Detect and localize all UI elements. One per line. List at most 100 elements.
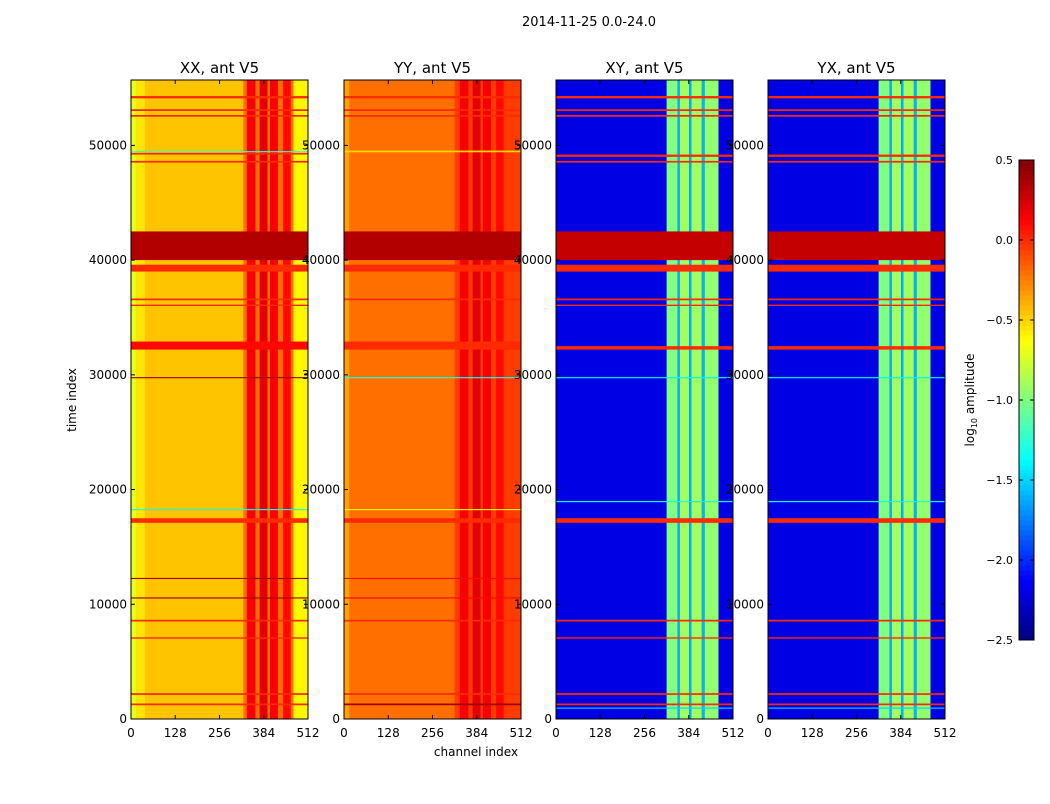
colorbar-segment (1019, 350, 1034, 356)
heatmap-row-band (556, 96, 733, 99)
colorbar-tick-label: −2.5 (986, 634, 1013, 647)
heatmap-row-band (131, 298, 308, 301)
colorbar-segment (1019, 470, 1034, 476)
colorbar-segment (1019, 400, 1034, 406)
heatmap-row-band (768, 109, 945, 111)
y-tick-label: 40000 (726, 253, 764, 267)
heatmap-row-band (768, 304, 945, 307)
colorbar-segment (1019, 365, 1034, 371)
colorbar-segment (1019, 480, 1034, 486)
heatmap-row-band (344, 150, 521, 153)
y-tick-label: 0 (119, 712, 127, 726)
heatmap-row-band (131, 160, 308, 163)
y-tick-label: 40000 (89, 253, 127, 267)
colorbar-segment (1019, 220, 1034, 226)
heatmap-column-band (903, 80, 914, 719)
heatmap-row-band (768, 231, 945, 261)
heatmap-row-band (768, 619, 945, 622)
heatmap-column-band (889, 80, 892, 719)
colorbar-segment (1019, 495, 1034, 501)
colorbar-segment (1019, 335, 1034, 341)
heatmap-column-band (246, 80, 256, 719)
colorbar-segment (1019, 535, 1034, 541)
heatmap-row-band (131, 703, 308, 706)
heatmap-row-band (131, 518, 308, 523)
heatmap-column-band (916, 80, 931, 719)
y-tick-label: 40000 (302, 253, 340, 267)
heatmap-row-band (556, 637, 733, 639)
colorbar-segment (1019, 180, 1034, 186)
heatmap-row-band (131, 619, 308, 622)
figure-title: 2014-11-25 0.0-24.0 (522, 15, 656, 30)
y-tick-label: 10000 (514, 597, 552, 611)
y-tick-label: 10000 (89, 597, 127, 611)
heatmap-row-band (556, 518, 733, 523)
heatmap-row-band (768, 346, 945, 350)
colorbar-segment (1019, 215, 1034, 221)
colorbar-segment (1019, 565, 1034, 571)
x-tick-label: 128 (801, 726, 824, 740)
heatmap-row-band (131, 377, 308, 379)
heatmap-column-band (666, 80, 678, 719)
colorbar-segment (1019, 515, 1034, 521)
y-tick-label: 50000 (89, 138, 127, 152)
heatmap-column-band (344, 80, 350, 719)
colorbar-segment (1019, 160, 1034, 166)
heatmap-row-band (344, 577, 521, 580)
colorbar-segment (1019, 315, 1034, 321)
x-tick-label: 512 (934, 726, 957, 740)
colorbar-tick-label: −0.5 (986, 314, 1013, 327)
colorbar-segment (1019, 500, 1034, 506)
heatmap-row-band (768, 501, 945, 503)
heatmap-row-band (556, 346, 733, 350)
colorbar-segment (1019, 465, 1034, 471)
colorbar-segment (1019, 450, 1034, 456)
panel-title: XX, ant V5 (180, 59, 259, 77)
x-tick-label: 0 (764, 726, 772, 740)
colorbar-segment (1019, 595, 1034, 601)
colorbar-segment (1019, 275, 1034, 281)
heatmap-row-band (556, 707, 733, 709)
colorbar-segment (1019, 195, 1034, 201)
colorbar-segment (1019, 345, 1034, 351)
heatmap-row-band (131, 597, 308, 599)
colorbar-segment (1019, 235, 1034, 241)
colorbar-segment (1019, 510, 1034, 516)
x-tick-label: 0 (552, 726, 560, 740)
colorbar-segment (1019, 610, 1034, 616)
colorbar-segment (1019, 375, 1034, 381)
heatmap-row-band (344, 619, 521, 622)
colorbar-segment (1019, 600, 1034, 606)
heatmap-row-band (344, 509, 521, 511)
heatmap-row-band (556, 619, 733, 622)
x-tick-label: 512 (297, 726, 320, 740)
colorbar-segment (1019, 575, 1034, 581)
colorbar-segment (1019, 330, 1034, 336)
colorbar-segment (1019, 410, 1034, 416)
heatmap-column-band (689, 80, 692, 719)
panel-title: YY, ant V5 (393, 59, 471, 77)
colorbar-segment (1019, 170, 1034, 176)
colorbar-segment (1019, 205, 1034, 211)
heatmap-row-band (768, 637, 945, 639)
heatmap-row-band (131, 693, 308, 695)
x-tick-label: 0 (127, 726, 135, 740)
heatmap-column-band (293, 80, 308, 719)
y-tick-label: 50000 (726, 138, 764, 152)
colorbar-segment (1019, 190, 1034, 196)
heatmap-row-band (768, 693, 945, 695)
heatmap-row-band (768, 298, 945, 301)
colorbar-segment (1019, 605, 1034, 611)
heatmap-row-band (556, 304, 733, 307)
heatmap-row-band (131, 264, 308, 272)
heatmap-column-band (701, 80, 705, 719)
y-tick-label: 0 (544, 712, 552, 726)
colorbar-segment (1019, 620, 1034, 626)
heatmap-row-band (768, 154, 945, 157)
y-tick-label: 20000 (302, 483, 340, 497)
colorbar-segment (1019, 320, 1034, 326)
heatmap-column-band (913, 80, 917, 719)
heatmap-row-band (556, 377, 733, 379)
colorbar-segment (1019, 340, 1034, 346)
